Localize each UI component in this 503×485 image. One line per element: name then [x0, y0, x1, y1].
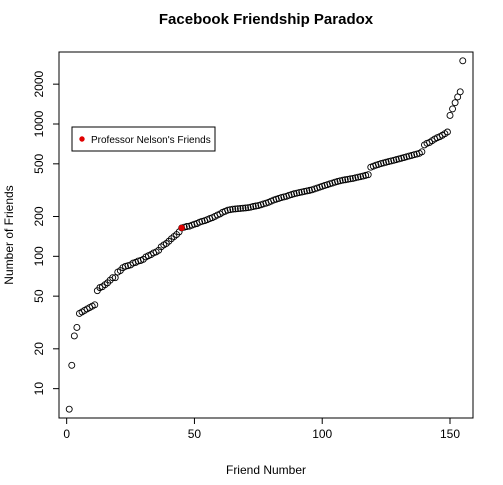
highlight-point: [178, 224, 185, 231]
data-point: [121, 262, 129, 270]
y-tick-label: 200: [32, 206, 46, 226]
data-point: [293, 189, 301, 197]
data-point: [390, 156, 398, 164]
data-point: [91, 301, 99, 309]
data-point: [290, 190, 298, 198]
data-point: [385, 158, 393, 166]
data-point: [249, 203, 257, 210]
data-point: [354, 173, 362, 181]
data-point: [351, 174, 359, 182]
data-point: [234, 205, 242, 213]
data-point: [280, 193, 288, 201]
legend: Professor Nelson's Friends: [71, 126, 216, 152]
data-point: [387, 157, 395, 165]
data-point: [198, 217, 206, 225]
data-point: [443, 128, 451, 136]
chart-title: Facebook Friendship Paradox: [159, 11, 374, 28]
data-point: [226, 206, 234, 214]
data-point: [449, 105, 457, 113]
data-point: [224, 206, 232, 214]
data-point: [231, 205, 239, 213]
legend-box: [71, 126, 216, 152]
y-tick-label: 50: [32, 289, 46, 303]
legend-label: Professor Nelson's Friends: [91, 135, 211, 146]
data-point: [68, 361, 76, 369]
data-point: [451, 99, 459, 107]
data-point: [244, 204, 252, 212]
y-tick-label: 100: [32, 246, 46, 266]
y-axis-label: Number of Friends: [2, 185, 16, 284]
y-tick-label: 2000: [32, 70, 46, 97]
legend-marker: [79, 136, 85, 142]
data-point: [252, 202, 260, 210]
data-points: [65, 57, 467, 413]
data-point: [346, 175, 354, 183]
data-point: [459, 57, 467, 65]
data-point: [344, 175, 352, 183]
x-axis: 0 50 100 150: [63, 418, 460, 441]
data-point: [236, 205, 244, 212]
data-point: [70, 332, 78, 340]
x-tick-label: 100: [312, 427, 332, 441]
y-tick-label: 1000: [32, 110, 46, 137]
y-tick-label: 20: [32, 342, 46, 356]
data-point: [364, 171, 372, 179]
x-tick-label: 150: [440, 427, 460, 441]
data-point: [305, 186, 313, 194]
data-point: [392, 156, 400, 164]
data-point: [242, 204, 250, 212]
data-point: [298, 188, 306, 196]
data-point: [300, 188, 308, 195]
data-point: [349, 174, 357, 182]
data-point: [446, 112, 454, 119]
data-point: [65, 405, 73, 413]
data-point: [239, 204, 247, 212]
y-tick-label: 500: [32, 153, 46, 173]
data-point: [418, 148, 426, 156]
data-point: [341, 176, 349, 184]
data-point: [303, 187, 311, 195]
y-tick-label: 10: [32, 382, 46, 396]
data-point: [382, 158, 390, 166]
data-point: [295, 189, 303, 197]
y-axis: 10 20 50 100 200 500 1000 2000: [32, 70, 59, 395]
data-point: [229, 205, 237, 213]
x-tick-label: 50: [188, 427, 202, 441]
data-point: [380, 159, 388, 167]
x-axis-label: Friend Number: [226, 463, 306, 477]
data-point: [111, 274, 119, 282]
plot-frame: [58, 51, 474, 419]
x-tick-label: 0: [63, 427, 70, 441]
data-point: [357, 173, 365, 181]
data-point: [336, 177, 344, 185]
data-point: [109, 274, 117, 282]
data-point: [456, 88, 464, 96]
data-point: [73, 324, 81, 331]
data-point: [277, 194, 285, 202]
data-point: [339, 176, 347, 184]
data-point: [334, 177, 342, 185]
